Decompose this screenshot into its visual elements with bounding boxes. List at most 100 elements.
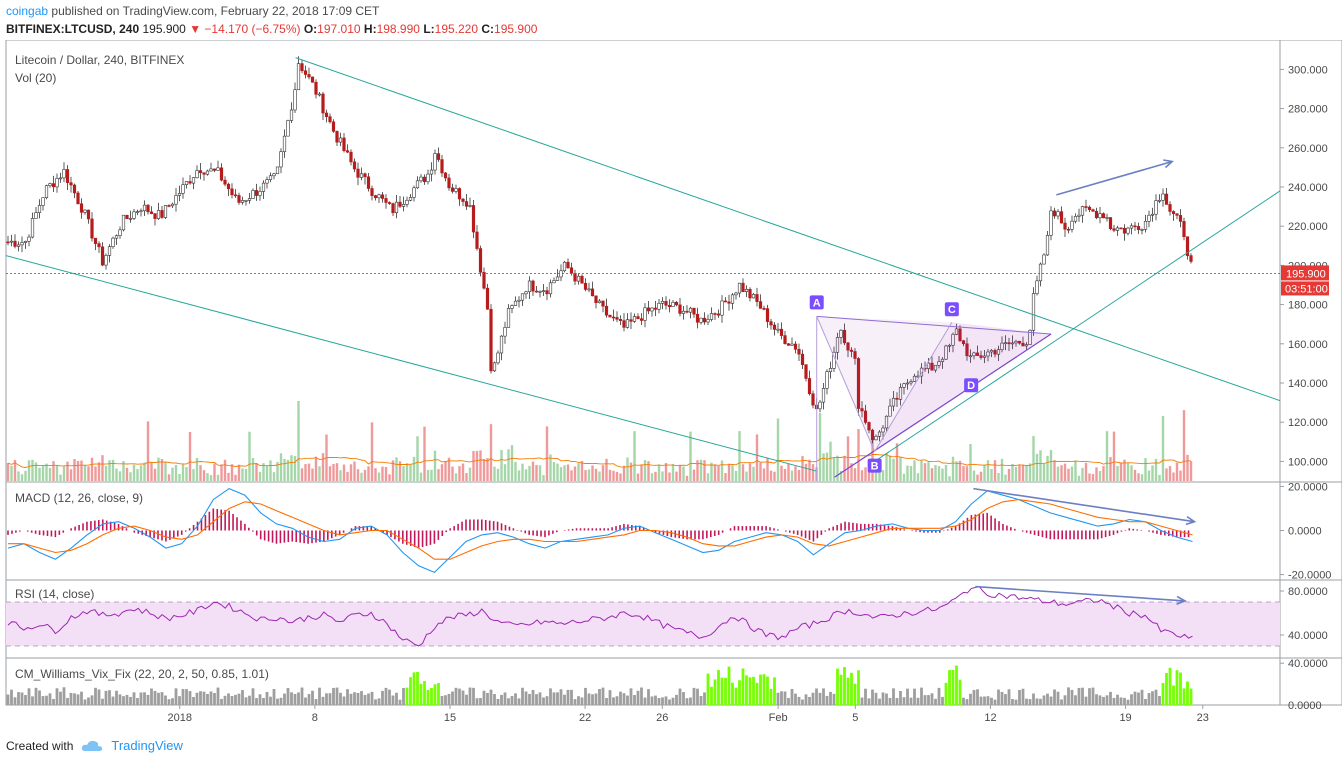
vix-tick-label: 40.0000: [1288, 658, 1328, 670]
candle-body: [37, 205, 42, 213]
vix-bar: [381, 690, 384, 705]
volume-bar: [542, 475, 545, 481]
volume-bar: [622, 465, 626, 481]
candle-body: [1066, 228, 1071, 231]
candle-body: [111, 237, 115, 248]
volume-bar: [395, 457, 398, 481]
candle-body: [503, 327, 507, 337]
vix-bar: [556, 692, 559, 705]
volume-bar: [727, 463, 731, 481]
candle-body: [1063, 222, 1067, 230]
volume-bar: [216, 474, 220, 481]
vix-bar: [262, 698, 265, 705]
vix-bar: [643, 697, 647, 705]
candle-body: [1154, 200, 1158, 215]
volume-series: [6, 401, 1193, 481]
vix-bar: [265, 691, 269, 705]
vix-bar: [1179, 672, 1182, 705]
candle-body: [471, 205, 476, 233]
volume-bar: [696, 460, 699, 481]
volume-bar: [349, 464, 353, 481]
volume-bar: [146, 421, 150, 481]
candle-body: [468, 205, 472, 207]
vix-bar: [356, 692, 360, 705]
volume-bar: [279, 453, 283, 481]
vix-bar: [636, 690, 640, 705]
vix-bar: [76, 694, 80, 705]
vix-bar: [825, 695, 829, 705]
vix-bar: [661, 697, 664, 705]
volume-bar: [881, 470, 885, 481]
candle-body: [541, 290, 546, 292]
candle-body: [678, 304, 682, 314]
candle-body: [881, 427, 885, 433]
candle-body: [870, 429, 875, 441]
vix-bar: [97, 689, 101, 705]
volume-bar: [181, 464, 185, 481]
candle-body: [583, 282, 588, 290]
vix-bar: [489, 689, 493, 705]
price-tick-label: 240.000: [1288, 182, 1328, 194]
candle-body: [625, 319, 630, 328]
candle-body: [573, 272, 577, 282]
vix-bar: [951, 669, 955, 705]
candle-body: [545, 290, 549, 295]
rsi-band: [6, 602, 1280, 646]
vix-bar: [703, 692, 706, 705]
candle-body: [345, 150, 350, 153]
candle-body: [366, 176, 371, 189]
vix-bar: [118, 694, 122, 705]
volume-bar: [979, 471, 983, 481]
volume-bar: [626, 457, 629, 481]
time-tick-label: 8: [312, 712, 318, 724]
vix-tick-label: 0.0000: [1288, 700, 1322, 712]
candle-body: [1049, 210, 1053, 236]
candle-body: [884, 415, 889, 429]
volume-bar: [871, 430, 874, 481]
candle-body: [1189, 255, 1193, 262]
vix-bar: [678, 688, 682, 705]
volume-bar: [6, 462, 10, 481]
candle-body: [387, 202, 392, 204]
candle-body: [937, 361, 941, 366]
vix-bar: [143, 692, 146, 705]
candle-body: [391, 203, 395, 214]
trend-line-1: [6, 255, 817, 472]
volume-bar: [311, 468, 314, 481]
chart-canvas[interactable]: 300.000280.000260.000240.000220.000200.0…: [0, 40, 1342, 735]
volume-bar: [419, 472, 423, 481]
vix-bar: [976, 689, 979, 705]
candle-body: [1010, 342, 1015, 345]
vix-bar: [1088, 688, 1091, 705]
time-tick-label: 26: [656, 712, 668, 724]
author-link[interactable]: coingab: [6, 4, 49, 18]
candle-body: [713, 313, 717, 315]
volume-bar: [755, 434, 759, 481]
volume-bar: [433, 450, 437, 481]
vix-bar: [500, 694, 503, 705]
macd-tick-label: -20.0000: [1288, 570, 1331, 582]
volume-bar: [258, 471, 262, 481]
vix-bar: [304, 697, 307, 705]
candle-body: [436, 153, 441, 160]
candle-body: [1070, 220, 1074, 230]
vix-bar: [633, 695, 636, 705]
vix-bar: [1144, 698, 1147, 705]
vix-bar: [293, 693, 297, 705]
time-tick-label: 23: [1197, 712, 1209, 724]
volume-bar: [489, 424, 493, 481]
tradingview-brand-link[interactable]: TradingView: [111, 738, 183, 753]
vix-bar: [1004, 694, 1007, 705]
volume-bar: [839, 471, 843, 481]
volume-bar: [41, 466, 45, 481]
drawing-layer: [6, 57, 1280, 481]
candle-body: [790, 343, 794, 346]
volume-bar: [549, 454, 552, 481]
footer: Created with TradingView: [6, 738, 183, 753]
volume-bar: [503, 464, 507, 481]
vix-bar: [150, 688, 153, 705]
vix-bar: [178, 696, 181, 705]
volume-bar: [251, 458, 255, 481]
candle-body: [338, 137, 343, 143]
volume-bar: [706, 473, 710, 481]
